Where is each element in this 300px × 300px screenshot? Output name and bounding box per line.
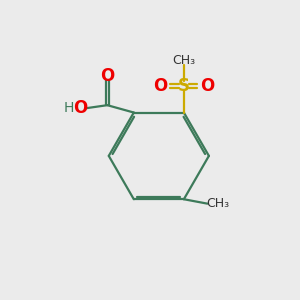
Text: H: H [63,100,74,115]
Text: O: O [73,98,87,116]
Text: S: S [178,77,190,95]
Text: CH₃: CH₃ [172,54,195,67]
Text: CH₃: CH₃ [207,197,230,210]
Text: O: O [153,77,167,95]
Text: O: O [100,67,114,85]
Text: O: O [200,77,214,95]
